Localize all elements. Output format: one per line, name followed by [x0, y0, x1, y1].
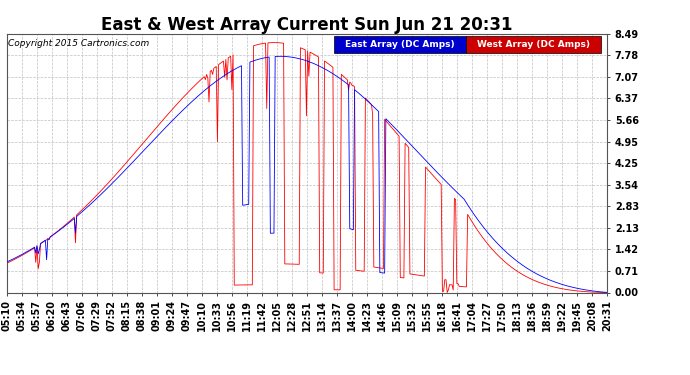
Text: Copyright 2015 Cartronics.com: Copyright 2015 Cartronics.com — [8, 39, 149, 48]
Title: East & West Array Current Sun Jun 21 20:31: East & West Array Current Sun Jun 21 20:… — [101, 16, 513, 34]
Text: East Array (DC Amps): East Array (DC Amps) — [345, 40, 455, 49]
FancyBboxPatch shape — [466, 36, 601, 53]
Text: West Array (DC Amps): West Array (DC Amps) — [477, 40, 590, 49]
FancyBboxPatch shape — [334, 36, 466, 53]
